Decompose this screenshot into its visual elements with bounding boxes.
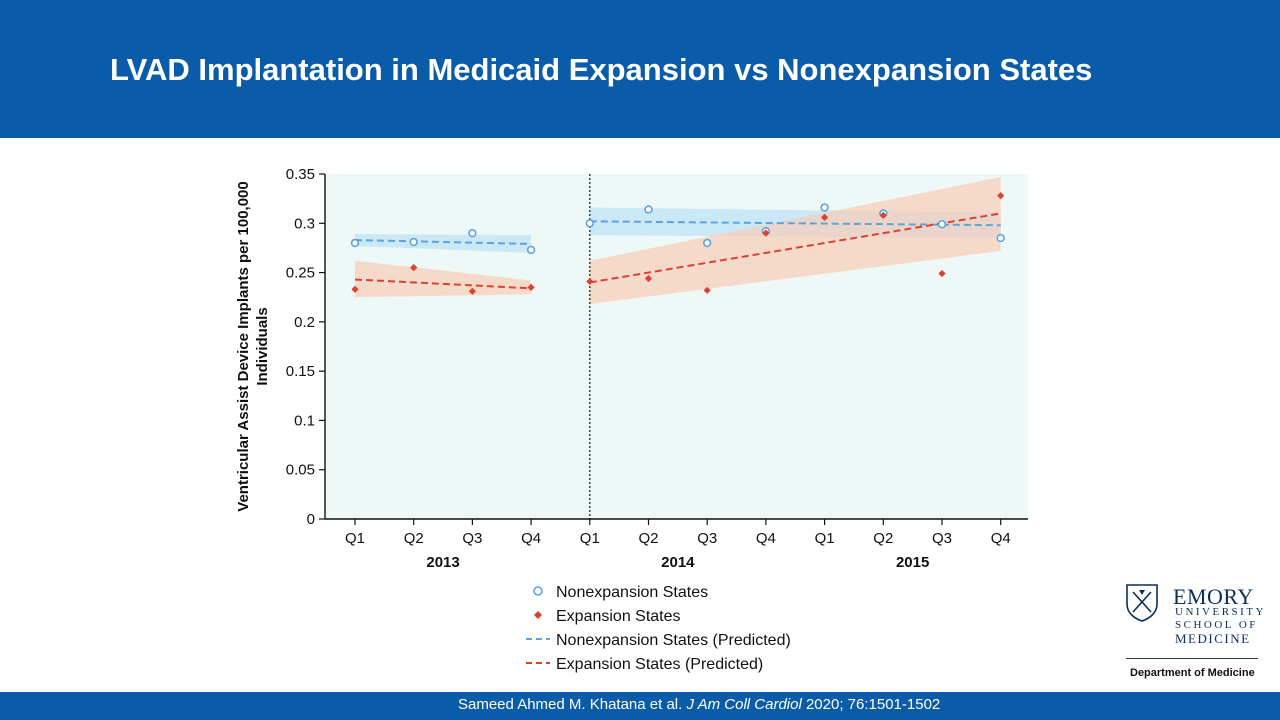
trend-line-expansion-1 bbox=[589, 212, 1001, 284]
confidence-band-nonexpansion-0 bbox=[355, 234, 532, 253]
point-nonexpansion-1 bbox=[409, 237, 418, 247]
point-expansion-9 bbox=[879, 211, 887, 219]
x-tick-label-9: Q2 bbox=[873, 530, 893, 547]
point-expansion-6 bbox=[703, 286, 711, 294]
point-expansion-8 bbox=[821, 213, 829, 221]
x-tick-label-2: Q3 bbox=[462, 530, 482, 547]
y-tick-label-5: 0.25 bbox=[286, 265, 315, 282]
legend-nonexpansion-marker bbox=[533, 586, 543, 596]
y-tick-label-1: 0.05 bbox=[286, 462, 315, 479]
year-label-2014: 2014 bbox=[661, 554, 695, 571]
emory-shield-icon bbox=[1126, 584, 1158, 622]
slide-footer: Sameed Ahmed M. Khatana et al. J Am Coll… bbox=[0, 692, 1280, 720]
x-tick-label-11: Q4 bbox=[991, 530, 1011, 547]
y-axis-label-line-1: Ventricular Assist Device Implants per 1… bbox=[235, 181, 252, 511]
x-tick-label-10: Q3 bbox=[932, 530, 952, 547]
x-tick-label-0: Q1 bbox=[345, 530, 365, 547]
point-nonexpansion-4 bbox=[585, 219, 594, 228]
emory-logo: EMORY UNIVERSITY SCHOOL OF MEDICINE Depa… bbox=[1126, 584, 1264, 680]
point-nonexpansion-10 bbox=[937, 220, 947, 229]
point-expansion-4 bbox=[586, 277, 594, 286]
citation: Sameed Ahmed M. Khatana et al. J Am Coll… bbox=[458, 696, 940, 713]
logo-school-of: SCHOOL OF bbox=[1175, 619, 1258, 631]
citation-authors: Sameed Ahmed M. Khatana et al. bbox=[458, 696, 683, 713]
x-tick-label-4: Q1 bbox=[580, 530, 600, 547]
point-expansion-5 bbox=[644, 274, 653, 283]
year-label-2013: 2013 bbox=[426, 554, 459, 571]
y-tick-label-4: 0.2 bbox=[294, 314, 315, 331]
point-expansion-7 bbox=[762, 229, 770, 237]
legend-nonexpansion-label: Nonexpansion States bbox=[556, 584, 708, 601]
slide-header: LVAD Implantation in Medicaid Expansion … bbox=[0, 0, 1280, 138]
point-expansion-3 bbox=[527, 283, 535, 291]
logo-department: Department of Medicine bbox=[1130, 667, 1255, 679]
point-expansion-11 bbox=[997, 192, 1005, 200]
year-label-2015: 2015 bbox=[896, 554, 929, 571]
point-nonexpansion-8 bbox=[820, 203, 829, 212]
lvad-chart: 0 0.05 0.1 0.15 0.2 0.25 0.3 0.35 Q1 Q2 Q3 Q4 Q1 Q2 Q3… bbox=[235, 166, 1028, 673]
legend-expansion-marker bbox=[534, 611, 542, 619]
logo-university: UNIVERSITY bbox=[1175, 606, 1266, 618]
confidence-band-expansion-1 bbox=[589, 176, 1001, 305]
legend-expansion-label: Expansion States bbox=[556, 608, 681, 625]
citation-details: 2020; 76:1501-1502 bbox=[805, 696, 941, 713]
y-tick-label-7: 0.35 bbox=[286, 166, 315, 183]
point-expansion-2 bbox=[468, 287, 476, 295]
legend-expansion-predicted-label: Expansion States (Predicted) bbox=[556, 656, 763, 673]
point-expansion-10 bbox=[938, 269, 946, 278]
y-tick-label-0: 0 bbox=[307, 511, 315, 528]
chart-area: 0 0.05 0.1 0.15 0.2 0.25 0.3 0.35 Q1 Q2 Q3 Q4 Q1 Q2 Q3… bbox=[0, 138, 1280, 694]
x-tick-label-8: Q1 bbox=[815, 530, 835, 547]
trend-line-nonexpansion-0 bbox=[354, 239, 532, 245]
slide-title: LVAD Implantation in Medicaid Expansion … bbox=[110, 52, 1093, 87]
legend-nonexpansion-predicted-label: Nonexpansion States (Predicted) bbox=[556, 632, 791, 649]
y-tick-label-2: 0.1 bbox=[294, 412, 315, 429]
x-tick-label-6: Q3 bbox=[697, 530, 717, 547]
logo-name: EMORY bbox=[1173, 584, 1254, 609]
point-nonexpansion-0 bbox=[350, 238, 360, 248]
y-axis-label-line-2: Individuals bbox=[254, 307, 271, 385]
point-nonexpansion-6 bbox=[702, 238, 712, 248]
x-tick-label-7: Q4 bbox=[756, 530, 776, 547]
point-nonexpansion-2 bbox=[468, 228, 477, 238]
citation-journal: J Am Coll Cardiol bbox=[686, 696, 802, 713]
point-expansion-0 bbox=[351, 285, 359, 293]
trend-line-expansion-0 bbox=[354, 278, 532, 290]
y-tick-label-3: 0.15 bbox=[286, 363, 315, 380]
x-tick-label-1: Q2 bbox=[404, 530, 424, 547]
y-axis-label: Ventricular Assist Device Implants per 1… bbox=[235, 181, 271, 511]
point-nonexpansion-11 bbox=[996, 233, 1005, 243]
logo-divider bbox=[1126, 658, 1258, 659]
x-tick-label-5: Q2 bbox=[638, 530, 658, 547]
y-tick-label-6: 0.3 bbox=[294, 215, 315, 232]
point-nonexpansion-3 bbox=[526, 245, 536, 255]
point-expansion-1 bbox=[410, 264, 418, 272]
x-tick-label-3: Q4 bbox=[521, 530, 541, 547]
point-nonexpansion-5 bbox=[644, 205, 653, 214]
logo-medicine: MEDICINE bbox=[1175, 631, 1251, 646]
confidence-band-expansion-0 bbox=[355, 260, 532, 298]
